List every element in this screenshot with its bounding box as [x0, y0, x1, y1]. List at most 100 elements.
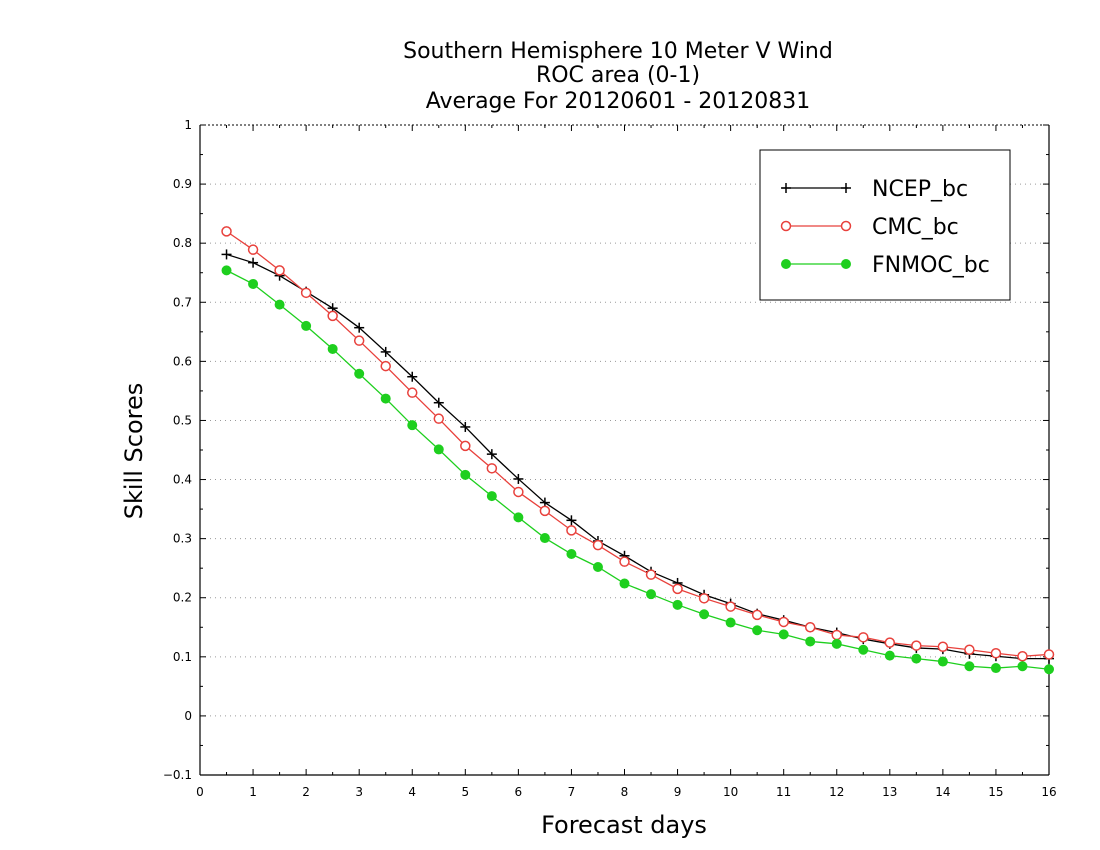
data-point-fnmoc-bc: [964, 661, 975, 672]
data-point-cmc-bc: [380, 360, 391, 372]
legend-marker: [781, 259, 791, 269]
y-tick-label: 0: [184, 709, 192, 723]
y-tick-label: 0.7: [173, 295, 192, 309]
data-point-cmc-bc: [327, 310, 338, 322]
data-point-fnmoc-bc: [221, 265, 232, 276]
y-tick-label: −0.1: [163, 768, 192, 782]
series-cmc-bc: [221, 226, 1055, 662]
data-point-cmc-bc: [300, 287, 312, 299]
y-tick-label: 0.9: [173, 177, 192, 191]
data-point-cmc-bc: [698, 593, 710, 604]
data-point-ncep-bc: [486, 449, 497, 460]
data-point-ncep-bc: [513, 473, 524, 484]
data-point-ncep-bc: [433, 397, 444, 408]
legend-marker: [841, 259, 851, 269]
data-point-cmc-bc: [247, 244, 259, 255]
data-point-fnmoc-bc: [486, 491, 497, 502]
y-tick-label: 0.5: [173, 413, 192, 427]
data-point-ncep-bc: [460, 421, 471, 432]
series-line-fnmoc-bc: [226, 269, 1050, 670]
data-point-cmc-bc: [1017, 650, 1028, 662]
data-point-cmc-bc: [513, 486, 524, 498]
data-point-fnmoc-bc: [778, 629, 789, 640]
data-point-cmc-bc: [964, 644, 975, 655]
data-point-fnmoc-bc: [699, 609, 710, 620]
data-point-cmc-bc: [990, 648, 1002, 659]
x-tick-label: 13: [882, 785, 897, 799]
legend-item-cmc-bc: CMC_bc: [780, 215, 959, 240]
data-point-fnmoc-bc: [407, 420, 418, 431]
data-point-cmc-bc: [672, 583, 683, 595]
data-point-fnmoc-bc: [274, 299, 285, 310]
data-point-ncep-bc: [221, 249, 232, 260]
data-point-ncep-bc: [566, 515, 577, 526]
data-point-fnmoc-bc: [1044, 664, 1054, 675]
data-point-fnmoc-bc: [327, 343, 338, 354]
data-point-cmc-bc: [858, 632, 869, 643]
data-point-cmc-bc: [407, 387, 418, 398]
data-point-fnmoc-bc: [248, 278, 259, 289]
data-point-fnmoc-bc: [566, 549, 577, 559]
x-tick-label: 7: [568, 785, 576, 799]
data-point-cmc-bc: [539, 505, 551, 517]
data-point-cmc-bc: [937, 641, 949, 653]
data-point-cmc-bc: [221, 226, 232, 237]
data-point-fnmoc-bc: [539, 533, 550, 544]
data-point-fnmoc-bc: [672, 599, 683, 610]
data-point-fnmoc-bc: [646, 589, 657, 600]
data-point-cmc-bc: [274, 265, 285, 276]
legend-box: [759, 149, 1011, 301]
x-tick-label: 3: [355, 785, 363, 799]
data-point-cmc-bc: [725, 601, 736, 612]
x-axis-label: Forecast days: [541, 811, 707, 839]
legend-marker: [780, 220, 792, 232]
data-point-fnmoc-bc: [884, 650, 895, 661]
y-tick-label: 0.1: [173, 650, 192, 664]
y-tick-label: 0.2: [173, 591, 192, 605]
data-point-cmc-bc: [592, 539, 604, 551]
legend-marker: [840, 220, 852, 232]
legend-item-ncep-bc: NCEP_bc: [781, 177, 968, 202]
data-point-ncep-bc: [407, 371, 418, 382]
x-tick-label: 11: [776, 785, 791, 799]
data-point-fnmoc-bc: [831, 638, 842, 649]
x-tick-label: 2: [302, 785, 310, 799]
data-point-fnmoc-bc: [460, 469, 471, 480]
data-point-fnmoc-bc: [592, 562, 603, 572]
x-tick-label: 4: [408, 785, 416, 799]
data-point-cmc-bc: [884, 637, 896, 648]
x-tick-label: 8: [621, 785, 629, 799]
data-point-fnmoc-bc: [619, 578, 630, 589]
chart-title: Southern Hemisphere 10 Meter V Wind ROC …: [403, 39, 833, 114]
title-line-2: ROC area (0-1): [536, 63, 700, 88]
data-point-fnmoc-bc: [752, 625, 763, 636]
data-point-cmc-bc: [778, 616, 789, 628]
data-point-fnmoc-bc: [433, 444, 444, 455]
data-point-cmc-bc: [619, 556, 630, 567]
x-tick-label: 12: [829, 785, 844, 799]
data-point-cmc-bc: [751, 609, 763, 621]
x-tick-label: 5: [461, 785, 469, 799]
data-point-cmc-bc: [831, 629, 842, 641]
legend-marker: [841, 183, 851, 193]
data-point-ncep-bc: [248, 257, 259, 268]
data-point-cmc-bc: [1043, 649, 1055, 660]
y-tick-label: 0.8: [173, 236, 192, 250]
legend: NCEP_bc CMC_bc FNMOC_bc: [759, 149, 1011, 301]
x-tick-label: 15: [988, 785, 1003, 799]
series-fnmoc-bc: [221, 265, 1054, 675]
data-point-fnmoc-bc: [380, 393, 391, 404]
y-axis-label: Skill Scores: [120, 383, 148, 520]
legend-label: NCEP_bc: [872, 177, 968, 202]
x-tick-label: 0: [196, 785, 204, 799]
data-point-cmc-bc: [460, 440, 471, 452]
data-point-fnmoc-bc: [990, 663, 1001, 674]
legend-label: FNMOC_bc: [872, 253, 990, 278]
data-point-fnmoc-bc: [513, 512, 524, 523]
y-tick-label: 1: [184, 118, 192, 132]
x-tick-label: 14: [935, 785, 950, 799]
data-point-cmc-bc: [353, 335, 365, 346]
y-tick-label: 0.3: [173, 532, 192, 546]
data-point-fnmoc-bc: [725, 617, 736, 628]
